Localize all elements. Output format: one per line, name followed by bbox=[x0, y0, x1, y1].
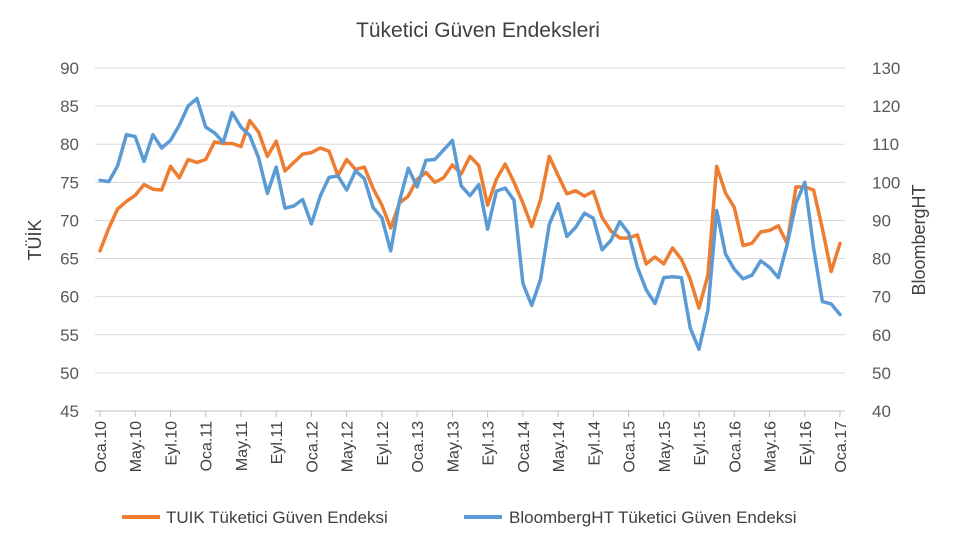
left-y-axis-ticks: 45 50 55 60 65 70 75 80 85 90 bbox=[60, 59, 79, 421]
right-y-tick-label: 100 bbox=[872, 173, 900, 192]
right-y-tick-label: 70 bbox=[872, 288, 891, 307]
x-tick-label: May.14 bbox=[551, 421, 568, 472]
legend-label-bloomberght: BloombergHT Tüketici Güven Endeksi bbox=[509, 508, 797, 527]
left-y-tick-label: 70 bbox=[60, 211, 79, 230]
chart-title: Tüketici Güven Endeksleri bbox=[356, 19, 600, 42]
x-tick-label: Oca.10 bbox=[93, 421, 110, 473]
left-y-tick-label: 45 bbox=[60, 402, 79, 421]
x-tick-label: Oca.14 bbox=[516, 421, 533, 473]
left-y-tick-label: 65 bbox=[60, 250, 79, 269]
x-tick-label: Eyl.10 bbox=[163, 421, 180, 466]
left-y-tick-label: 60 bbox=[60, 288, 79, 307]
x-tick-label: Eyl.14 bbox=[586, 421, 603, 466]
right-y-tick-label: 130 bbox=[872, 59, 900, 78]
x-tick-label: Eyl.13 bbox=[481, 421, 498, 466]
right-y-axis-ticks: 40 50 60 70 80 90 100 110 120 130 bbox=[872, 59, 900, 421]
x-tick-label: Oca.13 bbox=[410, 421, 427, 473]
series-line-tuik bbox=[98, 118, 842, 310]
left-y-axis-label: TÜİK bbox=[25, 219, 45, 260]
right-y-tick-label: 80 bbox=[872, 250, 891, 269]
gridlines bbox=[95, 67, 845, 374]
left-y-tick-label: 80 bbox=[60, 135, 79, 154]
legend-label-tuik: TUIK Tüketici Güven Endeksi bbox=[166, 508, 388, 527]
right-y-tick-label: 50 bbox=[872, 364, 891, 383]
x-tick-label: May.16 bbox=[763, 421, 780, 472]
x-tick-label: Eyl.12 bbox=[375, 421, 392, 466]
x-tick-label: Oca.15 bbox=[622, 421, 639, 473]
x-tick-label: Eyl.15 bbox=[692, 421, 709, 466]
x-tick-label: Oca.16 bbox=[727, 421, 744, 473]
legend: TUIK Tüketici Güven Endeksi BloombergHT … bbox=[122, 508, 797, 527]
left-y-tick-label: 75 bbox=[60, 173, 79, 192]
right-y-tick-label: 60 bbox=[872, 326, 891, 345]
x-axis bbox=[95, 410, 845, 417]
right-y-tick-label: 120 bbox=[872, 97, 900, 116]
series-line-bloomberght bbox=[98, 96, 842, 352]
x-tick-label: Eyl.11 bbox=[269, 421, 286, 464]
x-tick-label: May.10 bbox=[128, 421, 145, 472]
x-tick-label: May.15 bbox=[657, 421, 674, 472]
left-y-tick-label: 55 bbox=[60, 326, 79, 345]
left-y-tick-label: 90 bbox=[60, 59, 79, 78]
x-tick-label: Oca.11 bbox=[199, 421, 216, 472]
right-y-tick-label: 110 bbox=[872, 135, 899, 154]
x-tick-label: May.12 bbox=[340, 421, 357, 472]
series-lines bbox=[98, 96, 842, 352]
x-tick-label: Oca.17 bbox=[833, 421, 850, 473]
x-tick-label: Eyl.16 bbox=[798, 421, 815, 466]
right-y-axis-label: BloombergHT bbox=[909, 184, 929, 295]
right-y-tick-label: 40 bbox=[872, 402, 891, 421]
right-y-tick-label: 90 bbox=[872, 211, 891, 230]
x-axis-tick-labels: Oca.10 May.10 Eyl.10 Oca.11 May.11 Eyl.11 Oca.… bbox=[93, 421, 850, 473]
x-tick-label: May.11 bbox=[234, 421, 251, 471]
x-tick-label: May.13 bbox=[445, 421, 462, 472]
x-tick-label: Oca.12 bbox=[304, 421, 321, 473]
left-y-tick-label: 85 bbox=[60, 97, 79, 116]
left-y-tick-label: 50 bbox=[60, 364, 79, 383]
